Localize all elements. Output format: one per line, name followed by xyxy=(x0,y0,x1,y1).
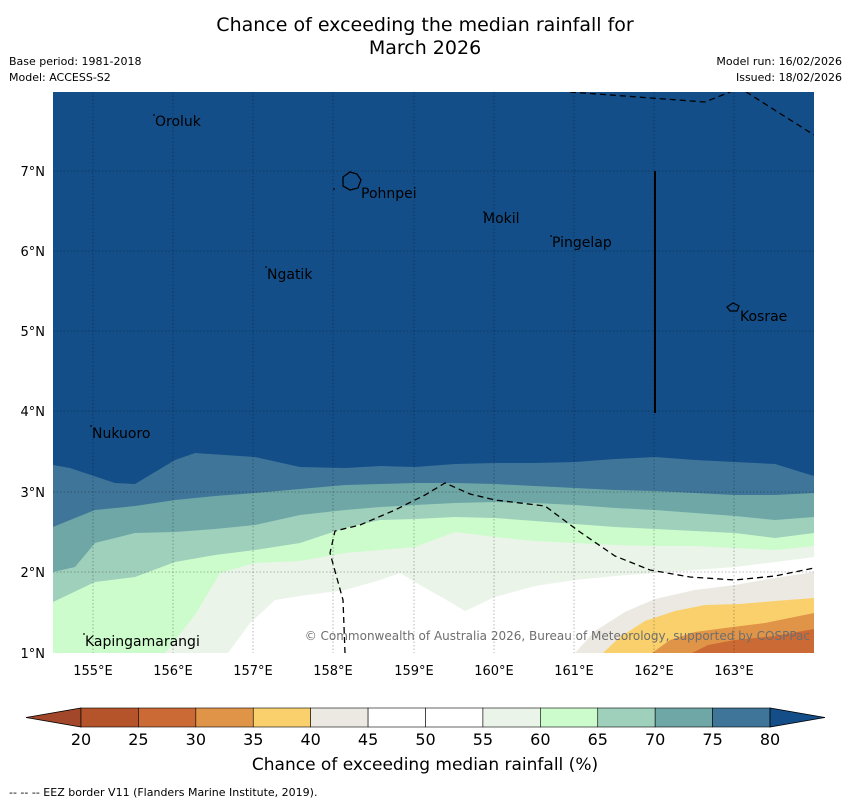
colorbar-tick-label: 40 xyxy=(300,730,320,749)
colorbar-tick-label: 60 xyxy=(530,730,550,749)
lat-tick-2: 2°N xyxy=(21,566,46,581)
colorbar-segment xyxy=(367,707,426,728)
colorbar-segment xyxy=(425,707,484,728)
model-run: Model run: 16/02/2026 xyxy=(716,55,842,68)
atoll-marks xyxy=(83,114,552,635)
colorbar-segment xyxy=(310,707,369,728)
lon-tick-155: 155°E xyxy=(73,664,113,679)
label-kapingamarangi: Kapingamarangi xyxy=(85,634,200,650)
band-20-25 xyxy=(692,629,814,653)
map-title: Chance of exceeding the median rainfall … xyxy=(0,14,850,60)
colorbar-tick-label: 50 xyxy=(415,730,435,749)
issued-date: Issued: 18/02/2026 xyxy=(735,71,842,84)
label-ngatik: Ngatik xyxy=(267,267,313,283)
colorbar-tick-label: 45 xyxy=(358,730,378,749)
label-pohnpei: Pohnpei xyxy=(361,186,417,202)
lon-tick-157: 157°E xyxy=(233,664,273,679)
colorbar-tick-label: 75 xyxy=(702,730,722,749)
lon-tick-156: 156°E xyxy=(153,664,193,679)
lat-tick-7: 7°N xyxy=(21,165,46,180)
footnote: -- -- -- EEZ border V11 (Flanders Marine… xyxy=(9,786,318,799)
colorbar-segment xyxy=(80,707,139,728)
colorbar-segment xyxy=(712,707,771,728)
model-name: Model: ACCESS-S2 xyxy=(9,71,111,84)
lon-tick-160: 160°E xyxy=(474,664,514,679)
copyright-text: © Commonwealth of Australia 2026, Bureau… xyxy=(305,629,810,643)
colorbar-tick-label: 55 xyxy=(473,730,493,749)
colorbar-segment xyxy=(540,707,599,728)
base-period: Base period: 1981-2018 xyxy=(9,55,142,68)
colorbar-segment xyxy=(654,707,713,728)
lat-tick-6: 6°N xyxy=(21,245,46,260)
colorbar-high-extension xyxy=(769,707,826,728)
colorbar-tick-label: 65 xyxy=(588,730,608,749)
colorbar-label: Chance of exceeding median rainfall (%) xyxy=(251,755,599,775)
graticule xyxy=(53,92,814,653)
colorbar-tick-label: 20 xyxy=(71,730,91,749)
lat-tick-3: 3°N xyxy=(21,486,46,501)
lon-tick-158: 158°E xyxy=(313,664,353,679)
colorbar-segment xyxy=(252,707,311,728)
eez-borders xyxy=(329,92,814,653)
colorbar-segment xyxy=(482,707,541,728)
lon-tick-161: 161°E xyxy=(554,664,594,679)
lat-tick-1: 1°N xyxy=(21,647,46,662)
colorbar: 20 25 30 35 40 45 50 55 60 65 70 75 80 xyxy=(25,707,826,749)
map-area: Oroluk Pohnpei Mokil Pingelap Ngatik Kos… xyxy=(53,92,814,653)
title-line-1: Chance of exceeding the median rainfall … xyxy=(216,14,634,36)
colorbar-segment xyxy=(195,707,254,728)
meta-right: Model run: 16/02/2026 Issued: 18/02/2026 xyxy=(716,54,842,86)
title-line-2: March 2026 xyxy=(368,37,482,59)
colorbar-segment xyxy=(597,707,656,728)
colorbar-segment xyxy=(138,707,197,728)
colorbar-tick-label: 35 xyxy=(243,730,263,749)
label-oroluk: Oroluk xyxy=(155,114,202,130)
kosrae-island xyxy=(726,302,740,312)
label-nukuoro: Nukuoro xyxy=(92,426,150,442)
label-mokil: Mokil xyxy=(483,211,520,227)
colorbar-tick-label: 30 xyxy=(186,730,206,749)
colorbar-tick-label: 70 xyxy=(645,730,665,749)
colorbar-low-extension xyxy=(25,707,82,728)
lon-tick-162: 162°E xyxy=(634,664,674,679)
colorbar-tick-label: 25 xyxy=(128,730,148,749)
lat-tick-5: 5°N xyxy=(21,325,46,340)
meta-left: Base period: 1981-2018 Model: ACCESS-S2 xyxy=(9,54,141,86)
pohnpei-island xyxy=(342,171,362,191)
colorbar-tick-label: 80 xyxy=(760,730,780,749)
lat-tick-4: 4°N xyxy=(21,405,46,420)
label-pingelap: Pingelap xyxy=(552,235,612,251)
lon-tick-159: 159°E xyxy=(394,664,434,679)
lon-tick-163: 163°E xyxy=(714,664,754,679)
label-kosrae: Kosrae xyxy=(740,309,787,325)
